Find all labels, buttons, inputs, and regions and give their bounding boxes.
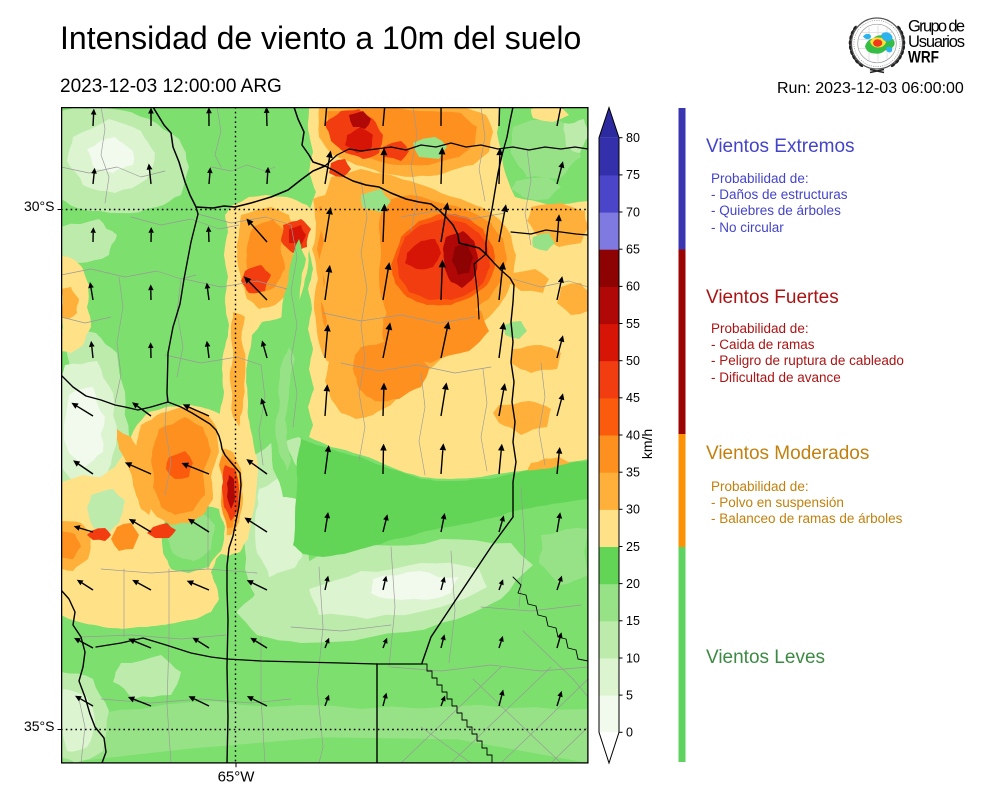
svg-text:65°W: 65°W [218,769,256,786]
svg-text:50: 50 [626,354,640,368]
svg-text:5: 5 [626,688,633,702]
svg-text:35: 35 [626,466,640,480]
svg-text:60: 60 [626,280,640,294]
svg-text:10: 10 [626,651,640,665]
svg-text:30: 30 [626,503,640,517]
svg-text:75: 75 [626,168,640,182]
svg-text:Grupo de: Grupo de [908,18,965,36]
svg-text:55: 55 [626,317,640,331]
svg-text:0: 0 [626,726,633,740]
svg-text:65: 65 [626,243,640,257]
svg-text:Usuarios: Usuarios [908,33,965,51]
svg-text:80: 80 [626,131,640,145]
svg-text:15: 15 [626,614,640,628]
svg-text:WRF: WRF [908,49,939,67]
svg-text:20: 20 [626,577,640,591]
svg-text:30°S: 30°S [24,198,55,214]
svg-text:km/h: km/h [639,429,655,459]
svg-text:25: 25 [626,540,640,554]
svg-text:70: 70 [626,205,640,219]
svg-text:35°S: 35°S [24,718,55,734]
svg-text:45: 45 [626,391,640,405]
svg-text:40: 40 [626,428,640,442]
